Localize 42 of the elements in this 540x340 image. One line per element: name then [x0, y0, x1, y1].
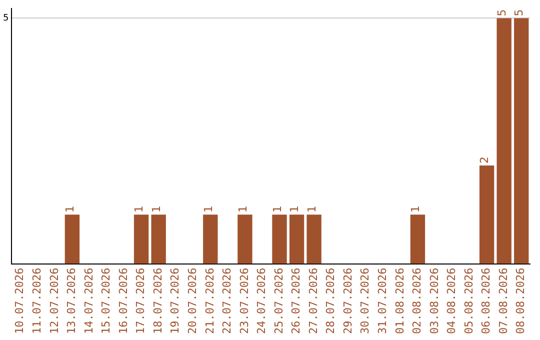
x-tick-label: 22.07.2026	[220, 268, 234, 334]
x-tick-label: 30.07.2026	[358, 268, 372, 334]
x-tick-label: 02.08.2026	[410, 268, 424, 334]
x-tick-label: 17.07.2026	[134, 268, 148, 334]
x-tick-label: 20.07.2026	[186, 268, 199, 334]
data-label: 1	[64, 206, 77, 213]
x-tick-label: 27.07.2026	[306, 268, 320, 334]
data-label: 1	[409, 206, 422, 213]
x-tick-label: 06.08.2026	[480, 268, 493, 334]
x-tick-label: 19.07.2026	[168, 268, 182, 334]
x-tick-label: 23.07.2026	[238, 268, 251, 334]
data-label: 5	[495, 9, 508, 16]
x-tick-label: 05.08.2026	[462, 268, 476, 334]
data-label: 1	[236, 206, 250, 213]
x-tick-label: 08.08.2026	[514, 268, 528, 334]
x-tick-label: 29.07.2026	[341, 268, 354, 334]
x-tick-label: 24.07.2026	[255, 268, 268, 334]
x-tick-label: 10.07.2026	[13, 268, 26, 334]
data-label: 1	[150, 206, 163, 213]
x-tick-label: 11.07.2026	[30, 268, 44, 334]
data-label: 1	[202, 206, 215, 213]
x-tick-label: 04.08.2026	[445, 268, 458, 334]
x-tick-label: 18.07.2026	[151, 268, 164, 334]
data-label: 1	[288, 206, 302, 213]
x-tick-label: 31.07.2026	[376, 268, 390, 334]
x-tick-label: 12.07.2026	[48, 268, 61, 334]
data-label: 2	[478, 156, 492, 164]
x-tick-label: 13.07.2026	[65, 268, 78, 334]
x-tick-label: 03.08.2026	[428, 268, 441, 334]
x-tick-label: 26.07.2026	[290, 268, 303, 334]
data-label: 5	[512, 9, 526, 16]
data-label: 1	[132, 206, 146, 213]
x-tick-label: 25.07.2026	[272, 268, 286, 334]
x-tick-label: 14.07.2026	[82, 268, 96, 334]
data-label: 1	[270, 206, 284, 213]
data-label: 1	[305, 206, 318, 213]
x-tick-label: 16.07.2026	[116, 268, 130, 334]
x-tick-label: 21.07.2026	[203, 268, 216, 334]
x-tick-label: 07.08.2026	[496, 268, 510, 334]
x-tick-label: 28.07.2026	[324, 268, 338, 334]
x-tick-label: 15.07.2026	[100, 268, 113, 334]
x-tick-label: 01.08.2026	[393, 268, 406, 334]
